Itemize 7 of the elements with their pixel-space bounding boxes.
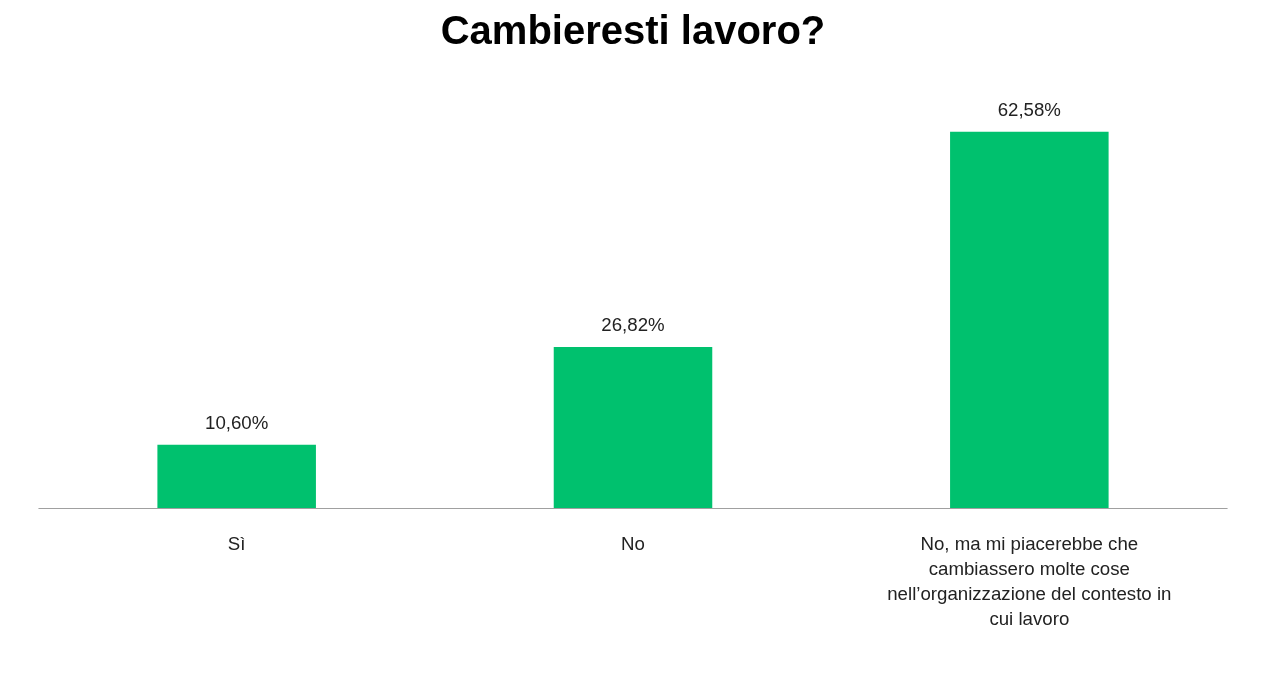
data-label: 62,58% [997,98,1061,120]
data-label: 10,60% [205,411,269,433]
x-tick-label: No [621,532,645,554]
x-tick-label: No, ma mi piacerebbe che cambiassero molte cose nell’organizzazione del contesto in cui lavoro [887,532,1172,630]
chart-title: Cambieresti lavoro? [440,7,826,52]
data-label: 26,82% [601,314,665,336]
x-tick-label: Sì [227,532,246,554]
